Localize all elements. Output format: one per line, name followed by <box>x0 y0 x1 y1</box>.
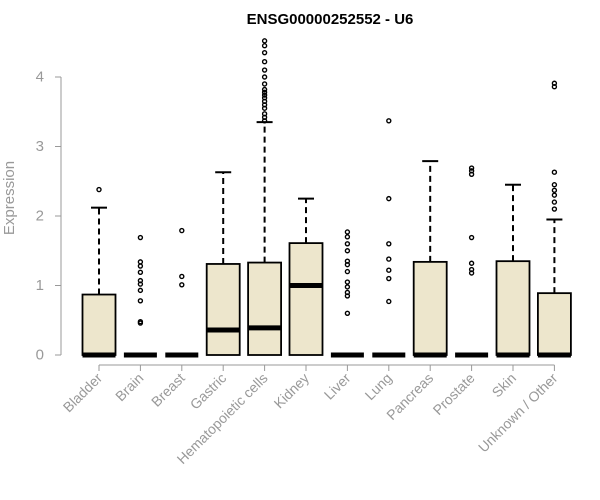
outlier-point <box>96 186 102 193</box>
box-group <box>288 197 324 356</box>
x-tick-label: Skin <box>489 370 520 401</box>
y-tick-label: 0 <box>36 347 44 364</box>
x-tick-label: Liver <box>321 370 354 403</box>
outlier-point <box>386 118 392 124</box>
outlier-point <box>261 111 268 117</box>
outlier-point <box>468 168 475 174</box>
outlier-point <box>261 92 268 98</box>
outlier-point <box>179 227 185 234</box>
outlier-point <box>344 310 351 316</box>
outlier-point <box>261 43 268 49</box>
box-group <box>247 38 283 356</box>
outlier-point <box>261 89 268 95</box>
x-tick-label: Kidney <box>271 370 313 412</box>
outlier-point <box>137 298 144 304</box>
box-group <box>81 186 117 358</box>
x-tick-label: Lung <box>362 370 395 403</box>
outlier-point <box>179 282 185 288</box>
outlier-point <box>551 80 558 86</box>
outlier-point <box>551 182 558 188</box>
outlier-point <box>261 86 268 93</box>
outlier-point <box>386 241 392 247</box>
box-group <box>123 234 157 358</box>
outlier-point <box>137 234 144 241</box>
outlier-point <box>137 318 144 325</box>
outlier-point <box>468 165 475 171</box>
box-group <box>372 118 406 358</box>
outlier-point <box>468 234 475 241</box>
outlier-point <box>261 49 268 56</box>
y-tick-label: 2 <box>36 208 44 225</box>
outlier-point <box>551 199 558 205</box>
y-tick-label: 4 <box>36 69 44 86</box>
outlier-point <box>137 263 144 269</box>
outlier-point <box>386 195 392 202</box>
outlier-point <box>344 234 351 240</box>
outlier-point <box>344 279 351 285</box>
box-group <box>205 171 241 356</box>
box-rect <box>288 242 324 356</box>
x-tick-label: Breast <box>148 370 188 410</box>
x-tick-label: Bladder <box>60 370 106 416</box>
outlier-point <box>551 187 558 193</box>
outlier-point <box>137 287 144 294</box>
boxes <box>81 38 572 358</box>
outlier-point <box>386 275 392 282</box>
outlier-point <box>137 277 144 284</box>
outlier-point <box>344 268 351 275</box>
y-axis-label: Expression <box>1 161 18 235</box>
outlier-point <box>468 266 475 273</box>
y-tick-label: 3 <box>36 138 44 155</box>
outlier-point <box>344 258 351 264</box>
box-rect <box>81 293 117 356</box>
outlier-point <box>344 248 351 254</box>
y-tick-label: 1 <box>36 277 44 294</box>
outlier-point <box>551 169 558 175</box>
outlier-point <box>137 259 144 265</box>
outlier-point <box>261 74 268 80</box>
outlier-point <box>344 289 351 296</box>
outlier-point <box>468 260 475 266</box>
outlier-point <box>344 284 351 290</box>
box-rect <box>412 260 448 356</box>
outlier-point <box>261 67 268 73</box>
x-tick-label: Brain <box>112 370 146 404</box>
outlier-point <box>344 229 351 235</box>
box-rect <box>537 292 572 356</box>
outlier-point <box>386 256 392 262</box>
box-rect <box>495 260 531 356</box>
outlier-point <box>551 192 558 198</box>
outlier-point <box>386 267 392 273</box>
outlier-point <box>551 206 558 212</box>
box-group <box>537 80 572 358</box>
chart-title: ENSG00000252552 - U6 <box>247 11 414 28</box>
outlier-point <box>344 241 351 247</box>
outlier-point <box>261 81 268 87</box>
box-rect <box>247 261 283 356</box>
outlier-point <box>261 59 268 65</box>
box-group <box>455 165 489 358</box>
outlier-point <box>261 95 268 101</box>
outlier-point <box>386 298 392 305</box>
outlier-point <box>137 269 144 275</box>
box-group <box>495 183 531 358</box>
outlier-point <box>179 273 185 280</box>
outlier-point <box>261 38 268 44</box>
x-tick-label: Prostate <box>430 370 478 418</box>
box-rect <box>205 263 241 356</box>
box-group <box>165 227 199 358</box>
x-tick-label: Unknown / Other <box>475 370 561 456</box>
box-group <box>330 229 364 358</box>
box-group <box>412 160 448 358</box>
